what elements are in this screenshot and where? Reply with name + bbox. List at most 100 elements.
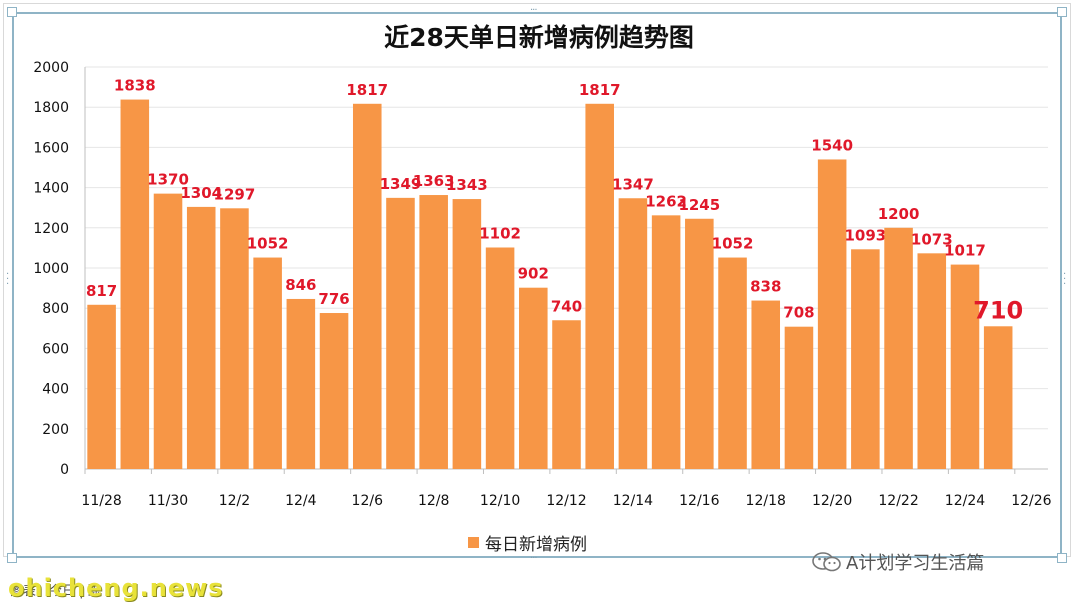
bar [120, 99, 150, 469]
bar-value-label: 1052 [247, 235, 289, 253]
bar [718, 257, 747, 469]
x-tick-label: 12/20 [812, 493, 852, 509]
bar-value-label: 817 [86, 282, 117, 300]
bar-value-label: 1370 [147, 171, 189, 189]
bar-value-label: 708 [783, 304, 814, 322]
resize-handle-bottom-left[interactable] [7, 553, 17, 563]
x-tick-label: 11/28 [81, 493, 121, 509]
bar [950, 264, 980, 469]
bar [917, 253, 947, 469]
bar [851, 249, 880, 469]
bar-value-label: 1349 [380, 175, 422, 193]
bar [685, 218, 714, 469]
y-tick-label: 0 [60, 462, 69, 478]
bar-value-label: 776 [318, 290, 349, 308]
bar [153, 193, 183, 469]
bar-value-label: 1200 [878, 205, 920, 223]
bar [286, 298, 316, 469]
bar-value-label: 1363 [413, 172, 455, 190]
bar-value-label: 846 [285, 276, 316, 294]
y-tick-label: 800 [42, 301, 69, 317]
bar-value-label: 1102 [479, 224, 521, 242]
y-tick-label: 1200 [33, 221, 69, 237]
bar-value-label: 1343 [446, 176, 488, 194]
y-tick-label: 1000 [33, 261, 69, 277]
bar-value-label: 1017 [944, 242, 986, 260]
y-tick-label: 1600 [33, 140, 69, 156]
bar [485, 247, 515, 469]
bar [319, 313, 349, 469]
bar-value-label: 1245 [678, 196, 720, 214]
wechat-icon [812, 551, 842, 573]
x-tick-label: 12/4 [285, 493, 317, 509]
bar [186, 206, 216, 469]
bar-value-label: 1073 [911, 230, 953, 248]
x-tick-label: 11/30 [148, 493, 188, 509]
resize-handle-top-left[interactable] [7, 7, 17, 17]
bar [519, 287, 548, 469]
y-tick-label: 2000 [33, 60, 69, 76]
x-tick-label: 12/10 [480, 493, 520, 509]
resize-handle-top-mid[interactable]: ··· [530, 5, 537, 16]
x-tick-label: 12/2 [219, 493, 250, 509]
bar [618, 198, 648, 470]
bar [983, 326, 1013, 469]
resize-handle-bottom-mid[interactable]: ··· [530, 553, 537, 564]
y-tick-label: 1400 [33, 181, 69, 197]
bar [87, 304, 116, 469]
resize-handle-right-mid[interactable]: · · · [1063, 269, 1066, 290]
bar-value-label: 740 [551, 297, 582, 315]
bar-value-label: 1347 [612, 175, 654, 193]
legend: 每日新增病例 [468, 530, 587, 555]
bar [884, 227, 913, 469]
x-tick-label: 12/12 [546, 493, 586, 509]
resize-handle-bottom-right[interactable] [1057, 553, 1067, 563]
x-tick-label: 12/24 [945, 493, 985, 509]
chart-title: 近28天单日新增病例趋势图 [384, 23, 694, 52]
legend-label: 每日新增病例 [485, 535, 587, 555]
x-tick-label: 12/22 [878, 493, 918, 509]
bar-value-label: 1052 [712, 235, 754, 253]
source-note: 图表：今日 | 陈 [10, 584, 101, 599]
wechat-account-name: A计划学习生活篇 [846, 553, 985, 574]
bar [784, 326, 814, 469]
bar [452, 199, 482, 469]
bar-value-label: 1297 [214, 185, 256, 203]
bar [352, 103, 382, 470]
legend-swatch [468, 537, 479, 548]
bar [751, 300, 781, 469]
x-tick-label: 12/18 [746, 493, 786, 509]
bar [253, 257, 282, 469]
y-tick-label: 1800 [33, 100, 69, 116]
bar-value-label: 1304 [180, 184, 222, 202]
bar-value-label: 1817 [579, 81, 621, 99]
bar [419, 195, 448, 470]
bar [585, 103, 614, 470]
bar-value-label: 1540 [811, 136, 853, 154]
bar [651, 215, 681, 469]
bar-value-label: 710 [973, 296, 1023, 324]
bar-value-label: 1817 [346, 81, 388, 99]
y-tick-label: 200 [42, 422, 69, 438]
x-tick-label: 12/8 [418, 493, 449, 509]
resize-handle-left-mid[interactable]: · · · [6, 269, 9, 290]
bar [552, 320, 581, 469]
bar-value-label: 1262 [645, 192, 687, 210]
resize-handle-top-right[interactable] [1057, 7, 1067, 17]
bar-value-label: 902 [518, 265, 549, 283]
bar-value-label: 1838 [114, 77, 156, 95]
bar-value-label: 1093 [844, 226, 886, 244]
x-tick-label: 12/26 [1011, 493, 1051, 509]
y-tick-label: 400 [42, 382, 69, 398]
bar [817, 159, 847, 469]
bar [386, 197, 415, 469]
watermark-text: ohicheng.news [8, 574, 224, 602]
x-tick-label: 12/6 [352, 493, 384, 509]
x-tick-label: 12/14 [613, 493, 653, 509]
wechat-account: A计划学习生活篇 [812, 549, 984, 575]
x-tick-label: 12/16 [679, 493, 719, 509]
bar [220, 208, 249, 470]
bar-value-label: 838 [750, 278, 781, 296]
y-tick-label: 600 [42, 341, 69, 357]
